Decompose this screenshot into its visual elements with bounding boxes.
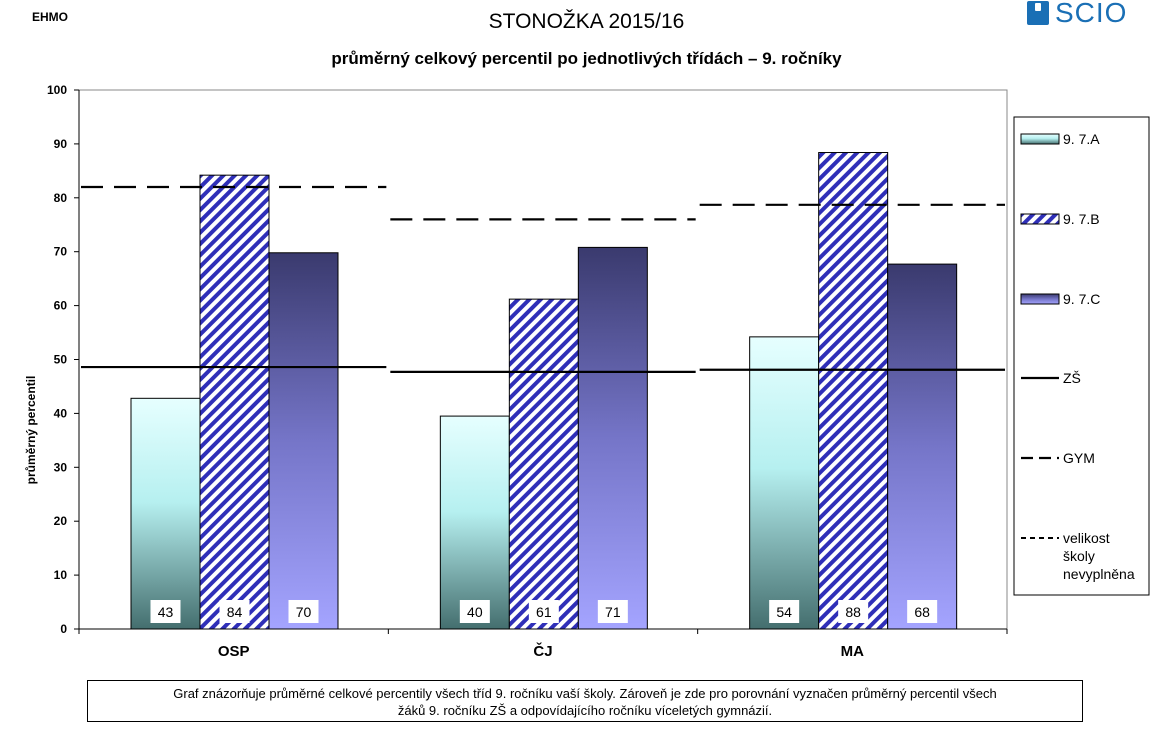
legend-label: 9. 7.C — [1063, 291, 1100, 307]
bar — [577, 246, 648, 630]
legend-label: školy — [1063, 548, 1095, 564]
data-label: 40 — [467, 604, 483, 620]
bar — [130, 397, 201, 630]
bar — [749, 336, 820, 630]
data-label: 54 — [776, 604, 792, 620]
scio-logo-icon — [1027, 1, 1049, 25]
note-line-1: Graf znázorňuje průměrné celkové percent… — [173, 686, 997, 701]
note-line-2: žáků 9. ročníku ZŠ a odpovídajícího ročn… — [397, 703, 773, 718]
corner-label: EHMO — [32, 10, 68, 24]
legend-label: nevyplněna — [1063, 566, 1135, 582]
legend-label: 9. 7.B — [1063, 211, 1100, 227]
bar — [439, 415, 510, 630]
data-label-box — [769, 600, 800, 623]
data-label-box — [219, 600, 250, 623]
data-label: 68 — [914, 604, 930, 620]
y-tick-label: 100 — [47, 83, 67, 97]
chart-title: STONOŽKA 2015/16 — [488, 10, 685, 33]
y-axis-label: průměrný percentil — [24, 376, 38, 485]
legend-swatch — [1020, 293, 1060, 305]
y-tick-label: 10 — [54, 568, 68, 582]
data-label: 71 — [605, 604, 621, 620]
legend-label: 9. 7.A — [1063, 131, 1100, 147]
bar — [887, 263, 958, 630]
y-tick-label: 0 — [60, 622, 67, 636]
data-label: 70 — [296, 604, 312, 620]
legend-swatch — [1020, 213, 1060, 225]
y-tick-label: 40 — [54, 406, 68, 420]
data-label: 61 — [536, 604, 552, 620]
bar — [268, 252, 339, 630]
data-label-box — [907, 600, 938, 623]
note-box: Graf znázorňuje průměrné celkové percent… — [87, 680, 1083, 722]
chart-subtitle: průměrný celkový percentil po jednotlivý… — [331, 49, 842, 68]
y-tick-label: 50 — [54, 353, 68, 367]
scio-logo-text: SCIO — [1055, 0, 1128, 28]
data-label-box — [459, 600, 490, 623]
data-label-box — [597, 600, 628, 623]
legend-label: GYM — [1063, 450, 1095, 466]
legend-label: velikost — [1063, 530, 1110, 546]
legend-swatch — [1020, 133, 1060, 145]
bar — [508, 298, 579, 630]
data-label-box — [150, 600, 181, 623]
y-tick-label: 80 — [54, 191, 68, 205]
data-label-box — [838, 600, 869, 623]
data-label-box — [528, 600, 559, 623]
legend-label: ZŠ — [1063, 370, 1081, 386]
x-category-label: ČJ — [533, 642, 552, 660]
bar-chart: 0 10 20 30 40 50 60 70 80 90 100 OSP ČJ MA 43 84 70 40 61… — [24, 83, 1150, 660]
y-tick-label: 70 — [54, 245, 68, 259]
legend-box — [1013, 116, 1150, 596]
y-tick-label: 20 — [54, 514, 68, 528]
data-label: 84 — [227, 604, 243, 620]
data-label-box — [288, 600, 319, 623]
bar — [199, 174, 270, 630]
bar — [818, 152, 889, 630]
y-tick-label: 90 — [54, 137, 68, 151]
data-label: 43 — [158, 604, 174, 620]
y-tick-label: 30 — [54, 460, 68, 474]
x-category-label: OSP — [218, 643, 250, 660]
x-category-label: MA — [841, 643, 864, 660]
scio-logo: SCIO — [1027, 0, 1128, 28]
y-tick-label: 60 — [54, 299, 68, 313]
data-label: 88 — [845, 604, 861, 620]
